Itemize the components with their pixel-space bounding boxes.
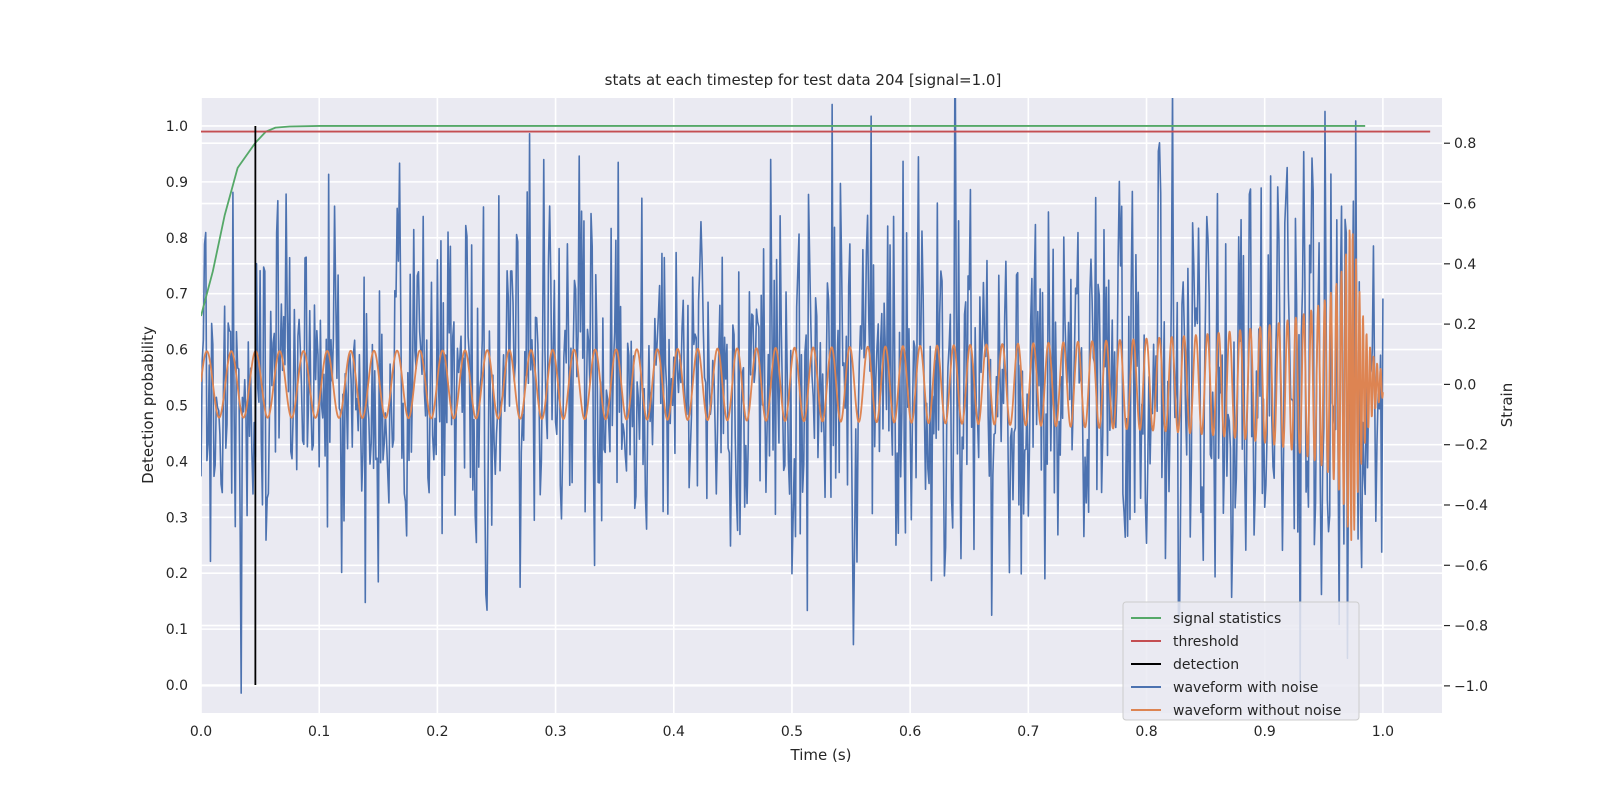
x-tick-label: 0.6 (899, 724, 921, 740)
legend-entry: waveform with noise (1173, 680, 1318, 696)
legend-entry: waveform without noise (1173, 703, 1341, 719)
y-tick-label: 0.3 (166, 510, 188, 526)
y2-tick-label: −0.2 (1454, 438, 1488, 454)
y-tick-label: 0.4 (166, 454, 188, 470)
y2-tick-label: 0.6 (1454, 197, 1476, 213)
x-axis-label: Time (s) (790, 746, 852, 764)
x-tick-label: 0.1 (308, 724, 330, 740)
y-tick-label: 0.6 (166, 343, 188, 359)
series-layer (201, 98, 1431, 694)
legend-box (1122, 601, 1360, 721)
series-line-waveform-without-noise (201, 229, 1384, 541)
y2-tick-label: 0.8 (1454, 136, 1476, 152)
y-tick-label: 0.5 (166, 399, 188, 415)
y2-tick-label: 0.2 (1454, 317, 1476, 333)
legend: signal statistics threshold detection wavef… (1122, 601, 1360, 721)
x-tick-label: 0.3 (544, 724, 566, 740)
series-line-signal-statistics (201, 125, 1366, 317)
legend-entry: signal statistics (1173, 611, 1281, 627)
y2-tick-labels: −1.0 −0.8 −0.6 −0.4 −0.2 0.0 0.2 0.4 0.6 0.8 (1454, 136, 1488, 695)
x-tick-label: 0.7 (1017, 724, 1039, 740)
x-tick-label: 0.0 (190, 724, 212, 740)
y2-grid (201, 142, 1450, 687)
x-tick-label: 0.2 (426, 724, 448, 740)
x-tick-label: 0.5 (781, 724, 803, 740)
y2-tick-label: 0.0 (1454, 377, 1476, 393)
x-tick-label: 0.9 (1254, 724, 1276, 740)
x-tick-label: 0.4 (663, 724, 685, 740)
series-line-waveform-with-noise (201, 98, 1384, 694)
y-axis-label: Detection probability (139, 326, 157, 484)
y-tick-label: 0.7 (166, 287, 188, 303)
chart-title: stats at each timestep for test data 204… (605, 71, 1002, 89)
y-tick-label: 0.9 (166, 175, 188, 191)
legend-entry: detection (1173, 657, 1239, 673)
y2-tick-label: −1.0 (1454, 679, 1488, 695)
legend-entry: threshold (1173, 634, 1239, 650)
y-tick-label: 0.0 (166, 678, 188, 694)
y2-tick-label: −0.4 (1454, 498, 1488, 514)
y-tick-label: 0.1 (166, 622, 188, 638)
y2-tick-label: −0.6 (1454, 558, 1488, 574)
x-tick-label: 0.8 (1135, 724, 1157, 740)
y2-tick-label: −0.8 (1454, 619, 1488, 635)
y2-axis-label: Strain (1498, 383, 1516, 427)
x-tick-labels: 0.0 0.1 0.2 0.3 0.4 0.5 0.6 0.7 0.8 0.9 1.0 (190, 724, 1394, 740)
y-tick-label: 1.0 (166, 119, 188, 135)
y-tick-label: 0.8 (166, 231, 188, 247)
y2-tick-label: 0.4 (1454, 257, 1476, 273)
y-tick-label: 0.2 (166, 566, 188, 582)
y-tick-labels: 0.0 0.1 0.2 0.3 0.4 0.5 0.6 0.7 0.8 0.9 1.0 (166, 119, 188, 694)
x-tick-label: 1.0 (1372, 724, 1394, 740)
